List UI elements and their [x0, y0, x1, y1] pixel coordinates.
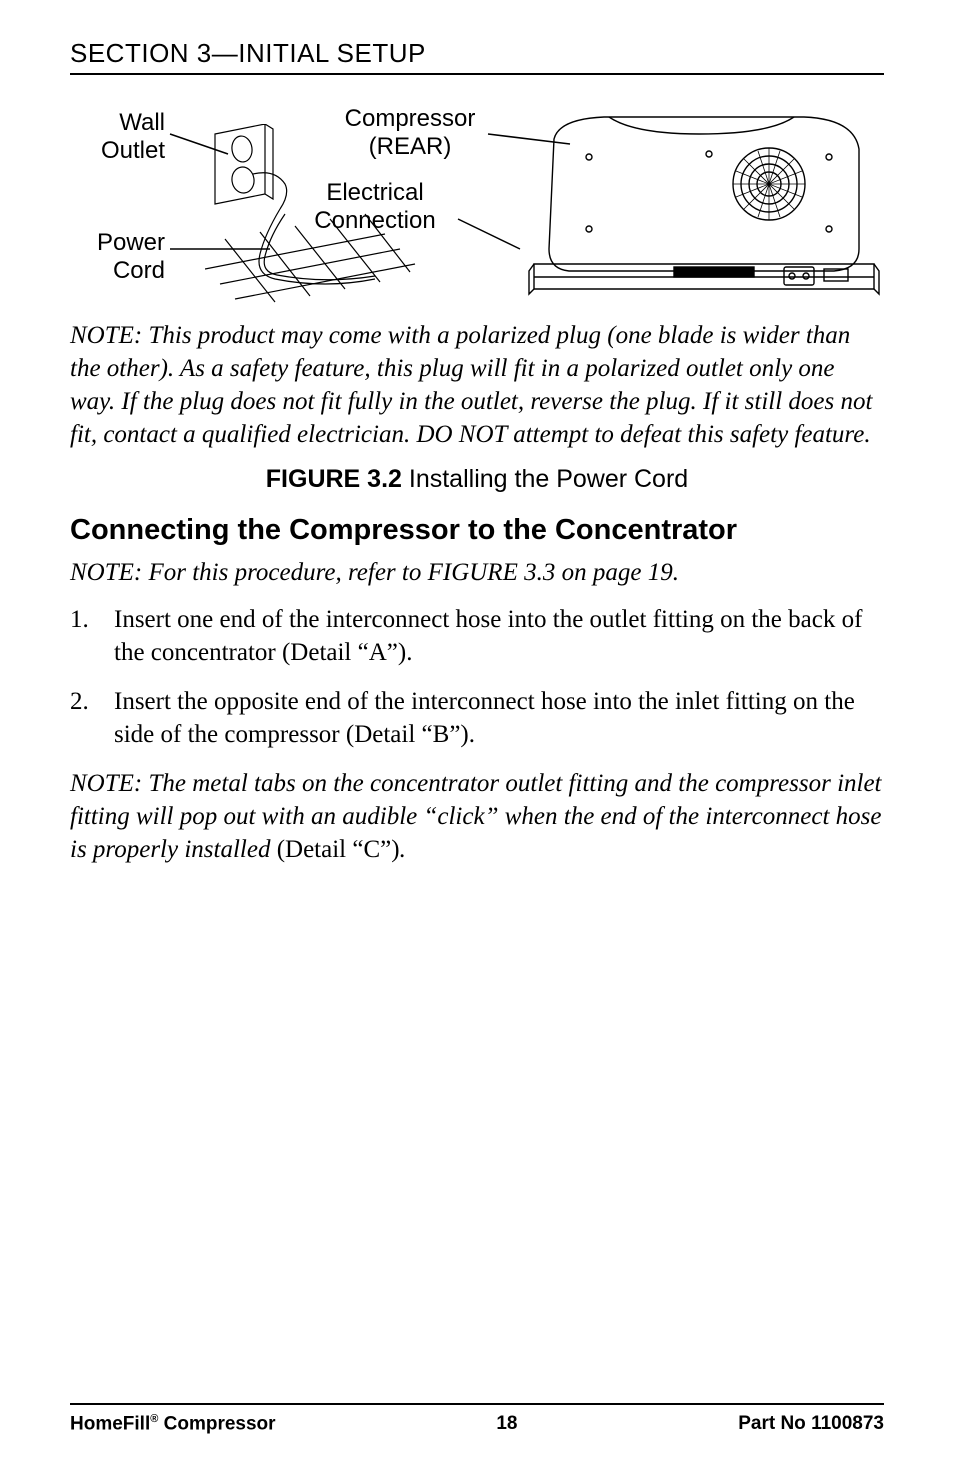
procedure-list: Insert one end of the interconnect hose … [70, 603, 884, 751]
footer-left-b: Compressor [158, 1413, 275, 1434]
label-wall-outlet-l2: Outlet [101, 137, 165, 164]
figure-title: Installing the Power Cord [402, 465, 688, 493]
footer-part-number: Part No 1100873 [738, 1413, 884, 1435]
compressor-drawing-icon [514, 109, 884, 299]
metal-tabs-note: NOTE: The metal tabs on the concentrator… [70, 767, 884, 866]
label-power-cord: Power Cord [85, 229, 165, 284]
section-header: SECTION 3—INITIAL SETUP [70, 38, 884, 75]
procedure-reference-note: NOTE: For this procedure, refer to FIGUR… [70, 559, 884, 587]
outlet-drawing-icon [205, 124, 435, 304]
footer-product-name: HomeFill® Compressor [70, 1413, 276, 1435]
polarized-plug-note: NOTE: This product may come with a polar… [70, 319, 884, 451]
note2-detail-c: (Detail “C”) [277, 836, 400, 863]
label-power-cord-l2: Cord [113, 257, 165, 284]
note2-part-b: . [400, 836, 406, 863]
footer-left-a: HomeFill [70, 1413, 150, 1434]
diagram: Wall Outlet Power Cord Compressor (REAR)… [70, 99, 884, 309]
list-item: Insert one end of the interconnect hose … [70, 603, 884, 669]
figure-number: FIGURE 3.2 [266, 465, 402, 493]
label-power-cord-l1: Power [97, 229, 165, 256]
footer-page-number: 18 [496, 1413, 517, 1435]
subsection-heading: Connecting the Compressor to the Concent… [70, 514, 884, 547]
page-footer: HomeFill® Compressor 18 Part No 1100873 [70, 1403, 884, 1435]
label-wall-outlet: Wall Outlet [90, 109, 165, 164]
note2-part-a: NOTE: The metal tabs on the concentrator… [70, 770, 882, 863]
label-wall-outlet-l1: Wall [119, 109, 165, 136]
list-item: Insert the opposite end of the interconn… [70, 685, 884, 751]
figure-caption: FIGURE 3.2 Installing the Power Cord [70, 465, 884, 494]
